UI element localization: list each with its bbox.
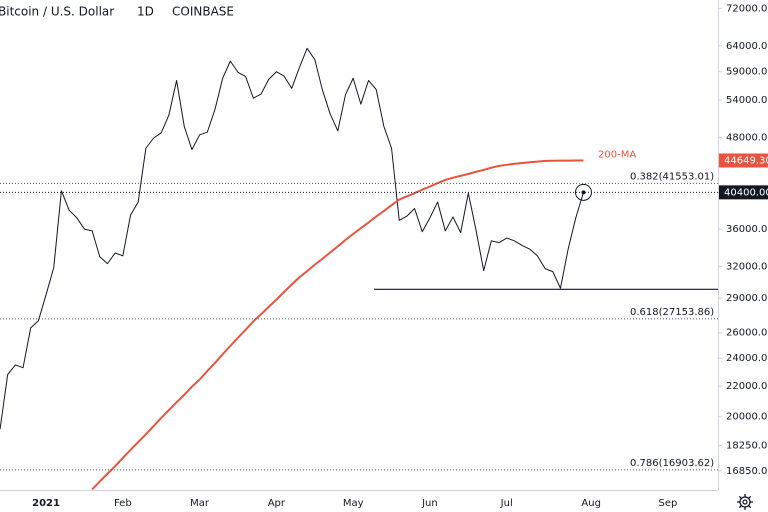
interval: 1D <box>137 5 154 19</box>
price-line <box>0 47 584 430</box>
y-tick-label: 48000.00 <box>726 132 768 143</box>
fib-level-label: 0.618(27153.86) <box>630 307 714 318</box>
y-tick-label: 22000.00 <box>726 381 768 392</box>
y-tick-label: 24000.00 <box>726 353 768 364</box>
gear-hub <box>742 499 748 505</box>
y-tick-label: 59000.00 <box>726 67 768 78</box>
y-tick-label: 18250.00 <box>726 440 768 451</box>
y-tick-label: 64000.00 <box>726 41 768 52</box>
settings-icon[interactable] <box>737 494 753 510</box>
ma-line <box>91 159 584 490</box>
y-tick-label: 20000.00 <box>726 411 768 422</box>
x-tick-label: Jul <box>500 498 513 509</box>
price-label: 44649.30 <box>724 156 768 167</box>
y-tick-label: 54000.00 <box>726 95 768 106</box>
y-tick-label: 32000.00 <box>726 262 768 273</box>
y-tick-label: 16850.00 <box>726 466 768 477</box>
x-tick-label: 2021 <box>32 498 60 509</box>
x-tick-label: Aug <box>581 498 601 509</box>
chart-title: Bitcoin / U.S. Dollar <box>0 5 114 19</box>
highlight-circle <box>574 183 592 201</box>
price-label: 40400.00 <box>724 187 768 198</box>
x-tick-label: Mar <box>190 498 210 509</box>
fib-level-label: 0.382(41553.01) <box>630 171 714 182</box>
x-tick-label: May <box>343 498 364 509</box>
x-tick-label: Sep <box>659 498 678 509</box>
y-tick-label: 36000.00 <box>726 224 768 235</box>
fib-level-label: 0.786(16903.62) <box>630 458 714 469</box>
x-tick-label: Apr <box>268 498 286 509</box>
series-annotation: 200-MA <box>598 150 636 161</box>
x-tick-label: Jun <box>421 498 438 509</box>
y-tick-label: 72000.00 <box>726 3 768 14</box>
gear-teeth <box>737 494 753 510</box>
last-price-dot <box>581 190 586 195</box>
x-tick-label: Feb <box>114 498 132 509</box>
y-tick-label: 29000.00 <box>726 293 768 304</box>
price-label-box <box>719 153 768 168</box>
plot-area <box>0 47 584 490</box>
y-tick-label: 26000.00 <box>726 328 768 339</box>
price-label-box <box>719 185 768 200</box>
exchange: COINBASE <box>172 5 234 19</box>
